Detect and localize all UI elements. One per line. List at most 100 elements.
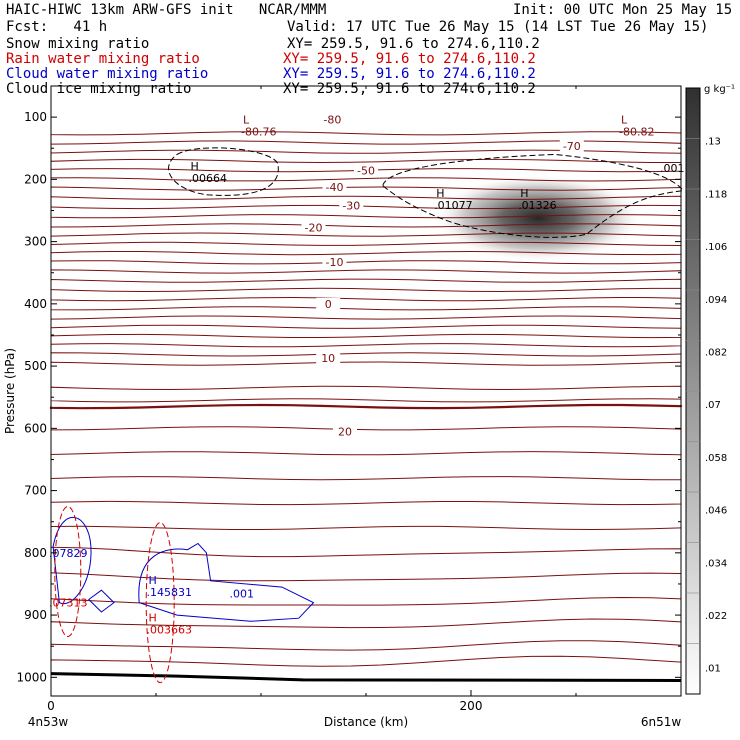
forecast-hour-text: Fcst: 41 h [6, 19, 108, 35]
isotherm-line [50, 296, 682, 302]
isotherm-line [50, 250, 682, 256]
isotherm-line [50, 204, 682, 210]
y-tick-label: 600 [24, 421, 47, 435]
isotherm-line [50, 655, 682, 667]
rain-water-edge-label: .07313 [49, 597, 88, 610]
y-tick-label: 1000 [16, 670, 47, 684]
legend-cloud-ice-xy: XY= 259.5, 91.6 to 274.6,110.2 [283, 81, 536, 97]
isotherm-line [50, 158, 682, 164]
isotherm-line [50, 572, 682, 582]
isotherm-line [50, 260, 682, 265]
colorbar-tick-label: .082 [705, 347, 727, 358]
colorbar-tick-label: .13 [705, 137, 721, 148]
cloud-water-contour [52, 516, 92, 605]
extremum-value-label: .00664 [189, 172, 228, 185]
extremum-marker: H [436, 187, 444, 200]
isotherm-line [50, 640, 682, 651]
extremum-marker: H [149, 611, 157, 624]
isotherm-line [50, 149, 682, 154]
temperature-label-bg [339, 199, 364, 212]
isotherm-line [50, 398, 682, 403]
legend-rain-xy: XY= 259.5, 91.6 to 274.6,110.2 [283, 51, 536, 67]
snow-contour-label: .001 [660, 162, 685, 175]
temperature-label-bg [559, 139, 584, 152]
legend-snow-xy: XY= 259.5, 91.6 to 274.6,110.2 [287, 36, 540, 52]
isotherm-line [50, 186, 682, 191]
isotherm-line [49, 403, 683, 410]
isotherm-line [50, 426, 682, 431]
right-endpoint-label: 6n51w [641, 715, 682, 729]
y-tick-label: 100 [24, 110, 47, 124]
extremum-marker: L [621, 113, 628, 126]
title-text: HAIC-HIWC 13km ARW-GFS init NCAR/MMM [6, 2, 327, 18]
shaded-snow-maximum [433, 173, 644, 262]
extremum-value-label: .01326 [518, 199, 557, 212]
colorbar-tick-label: .094 [705, 295, 727, 306]
isotherm-line [50, 223, 682, 228]
isotherm-line [50, 269, 682, 274]
y-tick-label: 200 [24, 172, 47, 186]
valid-time-text: Valid: 17 UTC Tue 26 May 15 (14 LST Tue … [287, 19, 709, 35]
isotherm-line [50, 140, 682, 145]
temperature-label-bg [316, 352, 341, 365]
cloud-water-edge-label: .07829 [49, 547, 88, 560]
isotherm-line [50, 241, 682, 247]
colorbar-tick-label: .01 [705, 664, 721, 675]
extremum-value-label: -80.82 [619, 125, 654, 138]
isotherm-line [50, 618, 682, 629]
temperature-label-bg [322, 180, 347, 193]
temperature-label-bg [333, 425, 357, 438]
temperature-contour-label: -10 [326, 256, 344, 269]
extremum-marker: H [149, 574, 157, 587]
colorbar-tick-label: .034 [705, 558, 727, 569]
isotherm-line [50, 232, 682, 237]
cloud-water-contour [88, 589, 115, 613]
legend-cloud-water-label: Cloud water mixing ratio [6, 66, 209, 82]
temperature-label-bg [320, 113, 345, 126]
rain-water-contour [145, 522, 175, 684]
isotherm-line [50, 306, 682, 311]
isotherm-line [50, 131, 682, 136]
temperature-contour-label: -80 [323, 114, 341, 127]
temperature-contour-label: -50 [357, 165, 375, 178]
colorbar-tick-label: .118 [705, 189, 727, 200]
colorbar-tick-label: .106 [705, 242, 727, 253]
isotherm-line [50, 214, 682, 219]
colorbar-tick-label: .07 [705, 400, 721, 411]
colorbar-unit-label: g kg⁻¹ [704, 84, 735, 95]
isotherm-line [50, 343, 682, 348]
isotherm-line [50, 333, 682, 339]
isotherm-line [50, 177, 682, 182]
legend-cloud-ice-label: Cloud ice mixing ratio [6, 81, 192, 97]
extremum-value-label: -80.76 [241, 125, 276, 138]
temperature-contour-label: 0 [325, 298, 332, 311]
extremum-value-label: .003663 [147, 623, 193, 636]
temperature-label-bg [354, 164, 378, 177]
extremum-marker: L [243, 113, 250, 126]
rain-water-contour [54, 506, 82, 638]
temperature-label-bg [316, 297, 341, 310]
extremum-value-label: .01077 [434, 199, 473, 212]
temperature-contour-label: -70 [563, 140, 581, 153]
colorbar-tick-label: .058 [705, 453, 727, 464]
legend-snow-label: Snow mixing ratio [6, 36, 150, 52]
colorbar-tick-label: .022 [705, 611, 727, 622]
y-tick-label: 900 [24, 608, 47, 622]
cloud-water-contour-label: .001 [230, 587, 255, 600]
isotherm-line [50, 352, 682, 357]
temperature-contour-label: -20 [305, 221, 323, 234]
temperature-contour-label: 20 [338, 425, 352, 438]
x-tick-label: 0 [47, 699, 55, 713]
isotherm-line [50, 361, 682, 366]
isotherm-line [50, 596, 682, 606]
ground-surface-line [50, 672, 682, 682]
isotherm-line [50, 278, 682, 283]
y-tick-label: 300 [24, 235, 47, 249]
y-tick-label: 500 [24, 359, 47, 373]
isotherm-line [50, 525, 682, 531]
y-tick-label: 400 [24, 297, 47, 311]
isotherm-line [50, 287, 682, 293]
isotherm-line [50, 315, 682, 320]
extremum-marker: H [191, 160, 199, 173]
